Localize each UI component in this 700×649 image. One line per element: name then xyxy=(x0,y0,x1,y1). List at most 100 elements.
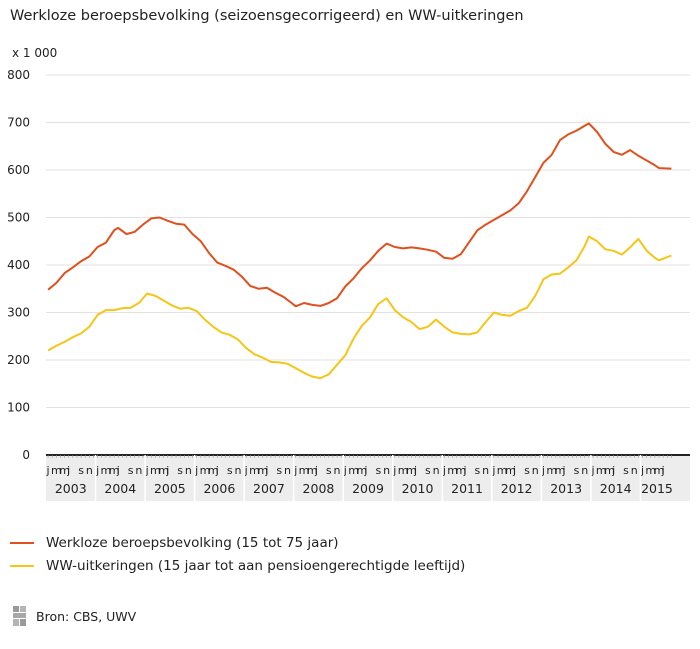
series-line-werkloze xyxy=(47,122,672,308)
legend-label-werkloze: Werkloze beroepsbevolking (15 tot 75 jaa… xyxy=(46,534,339,551)
month-tick-label: m xyxy=(249,464,260,477)
month-tick-label: m xyxy=(348,464,359,477)
gridlines xyxy=(46,74,690,408)
year-label: 2010 xyxy=(402,481,434,496)
month-tick-label: j xyxy=(46,464,50,477)
legend-item-werkloze: Werkloze beroepsbevolking (15 tot 75 jaa… xyxy=(10,531,465,554)
month-tick-label: j xyxy=(244,464,248,477)
month-tick-label: j xyxy=(462,464,466,477)
month-tick-label: s xyxy=(623,464,629,477)
month-tick-label: n xyxy=(234,464,241,477)
month-tick-label: j xyxy=(491,464,495,477)
source-text: Bron: CBS, UWV xyxy=(36,608,137,624)
y-tick-label: 300 xyxy=(7,306,30,320)
month-tick-label: m xyxy=(257,464,268,477)
series-lines xyxy=(47,122,672,380)
year-band xyxy=(46,455,690,501)
cbs-logo-icon xyxy=(10,603,30,629)
y-tick-label: 800 xyxy=(7,68,30,82)
month-tick-label: s xyxy=(425,464,431,477)
month-tick-label: n xyxy=(631,464,638,477)
series-line-ww xyxy=(47,235,672,380)
month-tick-label: m xyxy=(307,464,318,477)
month-tick-label: j xyxy=(590,464,594,477)
y-tick-label: 600 xyxy=(7,163,30,177)
y-tick-label: 0 xyxy=(22,448,30,462)
month-tick-label: m xyxy=(546,464,557,477)
year-label: 2009 xyxy=(352,481,384,496)
month-tick-label: m xyxy=(447,464,458,477)
month-tick-label: j xyxy=(541,464,545,477)
year-label: 2003 xyxy=(55,481,87,496)
year-label: 2006 xyxy=(203,481,235,496)
y-tick-label: 500 xyxy=(7,211,30,225)
month-tick-label: m xyxy=(100,464,111,477)
month-tick-label: m xyxy=(497,464,508,477)
month-tick-label: j xyxy=(95,464,99,477)
month-tick-label: n xyxy=(86,464,93,477)
month-tick-label: j xyxy=(116,464,120,477)
legend: Werkloze beroepsbevolking (15 tot 75 jaa… xyxy=(10,531,465,577)
month-tick-label: m xyxy=(208,464,219,477)
y-axis-unit-label: x 1 000 xyxy=(12,46,58,60)
month-tick-label: m xyxy=(456,464,467,477)
legend-item-ww: WW-uitkeringen (15 jaar tot aan pensioen… xyxy=(10,554,465,577)
month-tick-label: m xyxy=(406,464,417,477)
month-tick-label: s xyxy=(326,464,332,477)
month-tick-label: n xyxy=(185,464,192,477)
month-tick-label: m xyxy=(505,464,516,477)
year-label: 2014 xyxy=(600,481,632,496)
y-axis-ticks: 0 100 200 300 400 500 600 700 800 xyxy=(7,68,30,462)
month-tick-label: s xyxy=(177,464,183,477)
year-label: 2004 xyxy=(104,481,136,496)
month-tick-label: j xyxy=(363,464,367,477)
month-tick-label: m xyxy=(604,464,615,477)
year-label: 2007 xyxy=(253,481,285,496)
month-tick-label: n xyxy=(581,464,588,477)
month-tick-label: m xyxy=(158,464,169,477)
month-tick-label: m xyxy=(109,464,120,477)
month-tick-label: m xyxy=(150,464,161,477)
month-tick-label: s xyxy=(574,464,580,477)
year-band-rect xyxy=(46,455,690,501)
y-tick-label: 200 xyxy=(7,353,30,367)
year-label: 2013 xyxy=(550,481,582,496)
month-tick-label: s xyxy=(128,464,134,477)
month-tick-label: j xyxy=(215,464,219,477)
month-tick-label: m xyxy=(654,464,665,477)
month-tick-label: j xyxy=(264,464,268,477)
year-label: 2005 xyxy=(154,481,186,496)
y-tick-label: 400 xyxy=(7,258,30,272)
y-tick-label: 700 xyxy=(7,116,30,130)
month-tick-label: j xyxy=(194,464,198,477)
month-tick-label: m xyxy=(645,464,656,477)
month-tick-label: s xyxy=(375,464,381,477)
month-tick-label: m xyxy=(51,464,62,477)
month-tick-label: s xyxy=(227,464,233,477)
month-tick-label: j xyxy=(442,464,446,477)
month-tick-label: s xyxy=(475,464,481,477)
month-tick-label: j xyxy=(293,464,297,477)
y-tick-label: 100 xyxy=(7,401,30,415)
month-tick-label: s xyxy=(524,464,530,477)
month-tick-label: j xyxy=(512,464,516,477)
month-tick-label: j xyxy=(165,464,169,477)
month-tick-label: j xyxy=(314,464,318,477)
month-tick-label: m xyxy=(398,464,409,477)
month-tick-label: n xyxy=(433,464,440,477)
year-label: 2012 xyxy=(501,481,533,496)
month-tick-label: m xyxy=(299,464,310,477)
month-tick-label: m xyxy=(59,464,70,477)
x-axis: j mmj s n j mmj s n j mmj s n j mmj s n j mmj s n j mmj s n j mmj… xyxy=(46,454,690,501)
source-line: Bron: CBS, UWV xyxy=(10,603,136,629)
legend-swatch-ww xyxy=(10,564,34,567)
month-tick-label: m xyxy=(200,464,211,477)
month-tick-label: n xyxy=(135,464,142,477)
chart-title: Werkloze beroepsbevolking (seizoensgecor… xyxy=(10,8,524,24)
year-label: 2011 xyxy=(451,481,483,496)
month-tick-label: n xyxy=(334,464,341,477)
month-tick-label: j xyxy=(392,464,396,477)
month-tick-label: j xyxy=(66,464,70,477)
month-tick-label: j xyxy=(562,464,566,477)
